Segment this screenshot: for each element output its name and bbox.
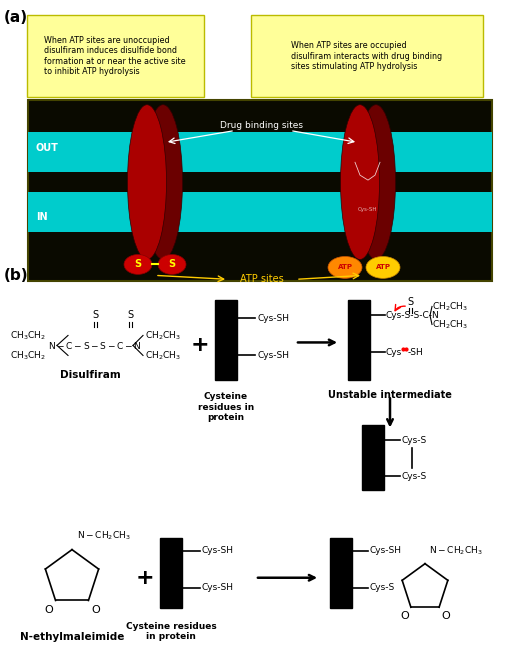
FancyBboxPatch shape — [215, 300, 237, 380]
Text: $\mathregular{CH_2CH_3}$: $\mathregular{CH_2CH_3}$ — [432, 318, 468, 331]
Text: Drug binding sites: Drug binding sites — [220, 121, 304, 130]
Text: +: + — [136, 567, 154, 588]
Text: $\mathregular{CH_2CH_3}$: $\mathregular{CH_2CH_3}$ — [145, 349, 181, 361]
Text: S: S — [127, 311, 133, 320]
Text: Cysteine residues
in protein: Cysteine residues in protein — [126, 622, 216, 642]
Text: ATP sites: ATP sites — [240, 274, 284, 284]
Text: S: S — [168, 259, 176, 270]
Text: S: S — [92, 311, 98, 320]
Text: Cys-S: Cys-S — [402, 436, 427, 445]
Text: O: O — [400, 611, 409, 621]
Text: $\mathregular{N-CH_2CH_3}$: $\mathregular{N-CH_2CH_3}$ — [77, 529, 131, 541]
Text: Disulfiram: Disulfiram — [60, 370, 120, 380]
Text: $\mathregular{CH_3CH_2}$: $\mathregular{CH_3CH_2}$ — [10, 349, 46, 361]
Text: (b): (b) — [4, 268, 29, 283]
Text: Cys-SH: Cys-SH — [370, 546, 402, 555]
Text: $\mathregular{N-C-S-S-C-N}$: $\mathregular{N-C-S-S-C-N}$ — [48, 340, 142, 351]
Text: $\mathregular{N-CH_2CH_3}$: $\mathregular{N-CH_2CH_3}$ — [429, 544, 483, 556]
FancyBboxPatch shape — [160, 538, 182, 608]
Text: $\mathregular{CH_3CH_2}$: $\mathregular{CH_3CH_2}$ — [10, 329, 46, 342]
FancyBboxPatch shape — [28, 133, 492, 172]
Ellipse shape — [124, 255, 152, 274]
FancyBboxPatch shape — [28, 99, 492, 281]
Text: O: O — [441, 611, 450, 621]
Text: ATP: ATP — [375, 265, 391, 270]
Ellipse shape — [158, 255, 186, 274]
Text: O: O — [44, 605, 53, 615]
Text: When ATP sites are unoccupied
disulfiram induces disulfide bond
formation at or : When ATP sites are unoccupied disulfiram… — [44, 36, 186, 76]
Text: Cys-S: Cys-S — [370, 583, 395, 592]
Ellipse shape — [366, 257, 400, 278]
Text: S: S — [135, 259, 141, 270]
Ellipse shape — [341, 105, 380, 259]
FancyBboxPatch shape — [348, 300, 370, 380]
Text: When ATP sites are occupied
disulfiram interacts with drug binding
sites stimula: When ATP sites are occupied disulfiram i… — [291, 41, 443, 71]
Text: N-ethylmaleimide: N-ethylmaleimide — [20, 632, 124, 642]
Ellipse shape — [144, 105, 183, 259]
Text: Cys-SH: Cys-SH — [257, 314, 289, 323]
Text: O: O — [91, 605, 100, 615]
Text: Cys-SH: Cys-SH — [257, 351, 289, 360]
Text: Cys-SH: Cys-SH — [202, 583, 234, 592]
Ellipse shape — [127, 105, 166, 259]
Ellipse shape — [328, 257, 362, 278]
Text: Cys-SH: Cys-SH — [202, 546, 234, 555]
Text: Unstable intermediate: Unstable intermediate — [328, 391, 452, 400]
Text: (a): (a) — [4, 10, 28, 25]
Text: +: + — [191, 335, 210, 356]
FancyBboxPatch shape — [251, 16, 483, 97]
FancyBboxPatch shape — [362, 425, 384, 490]
Text: OUT: OUT — [36, 144, 59, 153]
Text: Cys: Cys — [386, 348, 402, 357]
Ellipse shape — [357, 105, 396, 259]
Text: IN: IN — [36, 212, 48, 222]
Text: -SH: -SH — [408, 348, 424, 357]
Text: Cys-S: Cys-S — [402, 472, 427, 481]
Text: Cys-S-S-C-N: Cys-S-S-C-N — [386, 311, 440, 320]
Text: S: S — [407, 298, 413, 307]
Text: $\mathregular{CH_2CH_3}$: $\mathregular{CH_2CH_3}$ — [432, 300, 468, 313]
FancyBboxPatch shape — [330, 538, 352, 608]
FancyBboxPatch shape — [27, 16, 204, 97]
Text: Cysteine
residues in
protein: Cysteine residues in protein — [198, 393, 254, 422]
FancyBboxPatch shape — [28, 192, 492, 231]
Text: ATP: ATP — [337, 265, 353, 270]
Text: $\mathregular{CH_2CH_3}$: $\mathregular{CH_2CH_3}$ — [145, 329, 181, 342]
Text: Cys-SH: Cys-SH — [358, 207, 378, 213]
